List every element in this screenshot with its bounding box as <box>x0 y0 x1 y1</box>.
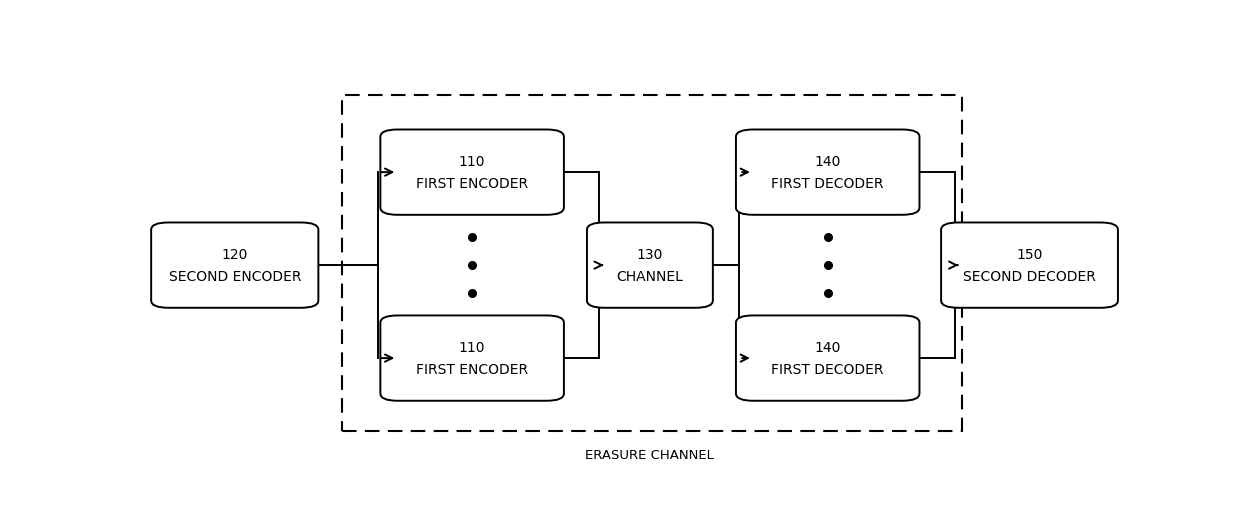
FancyBboxPatch shape <box>941 223 1118 308</box>
Text: FIRST DECODER: FIRST DECODER <box>771 363 884 377</box>
Text: ERASURE CHANNEL: ERASURE CHANNEL <box>585 449 714 463</box>
FancyBboxPatch shape <box>587 223 713 308</box>
Text: SECOND ENCODER: SECOND ENCODER <box>169 270 301 284</box>
FancyBboxPatch shape <box>381 316 564 401</box>
Text: FIRST ENCODER: FIRST ENCODER <box>417 177 528 191</box>
Text: 130: 130 <box>636 248 663 262</box>
Text: 150: 150 <box>1017 248 1043 262</box>
Text: 110: 110 <box>459 341 485 355</box>
Text: 140: 140 <box>815 155 841 169</box>
Text: SECOND DECODER: SECOND DECODER <box>963 270 1096 284</box>
FancyBboxPatch shape <box>151 223 319 308</box>
Bar <box>342 96 962 431</box>
Text: FIRST DECODER: FIRST DECODER <box>771 177 884 191</box>
FancyBboxPatch shape <box>735 130 920 215</box>
Text: 140: 140 <box>815 341 841 355</box>
Text: CHANNEL: CHANNEL <box>616 270 683 284</box>
Text: 120: 120 <box>222 248 248 262</box>
FancyBboxPatch shape <box>735 316 920 401</box>
Text: FIRST ENCODER: FIRST ENCODER <box>417 363 528 377</box>
Text: 110: 110 <box>459 155 485 169</box>
FancyBboxPatch shape <box>381 130 564 215</box>
